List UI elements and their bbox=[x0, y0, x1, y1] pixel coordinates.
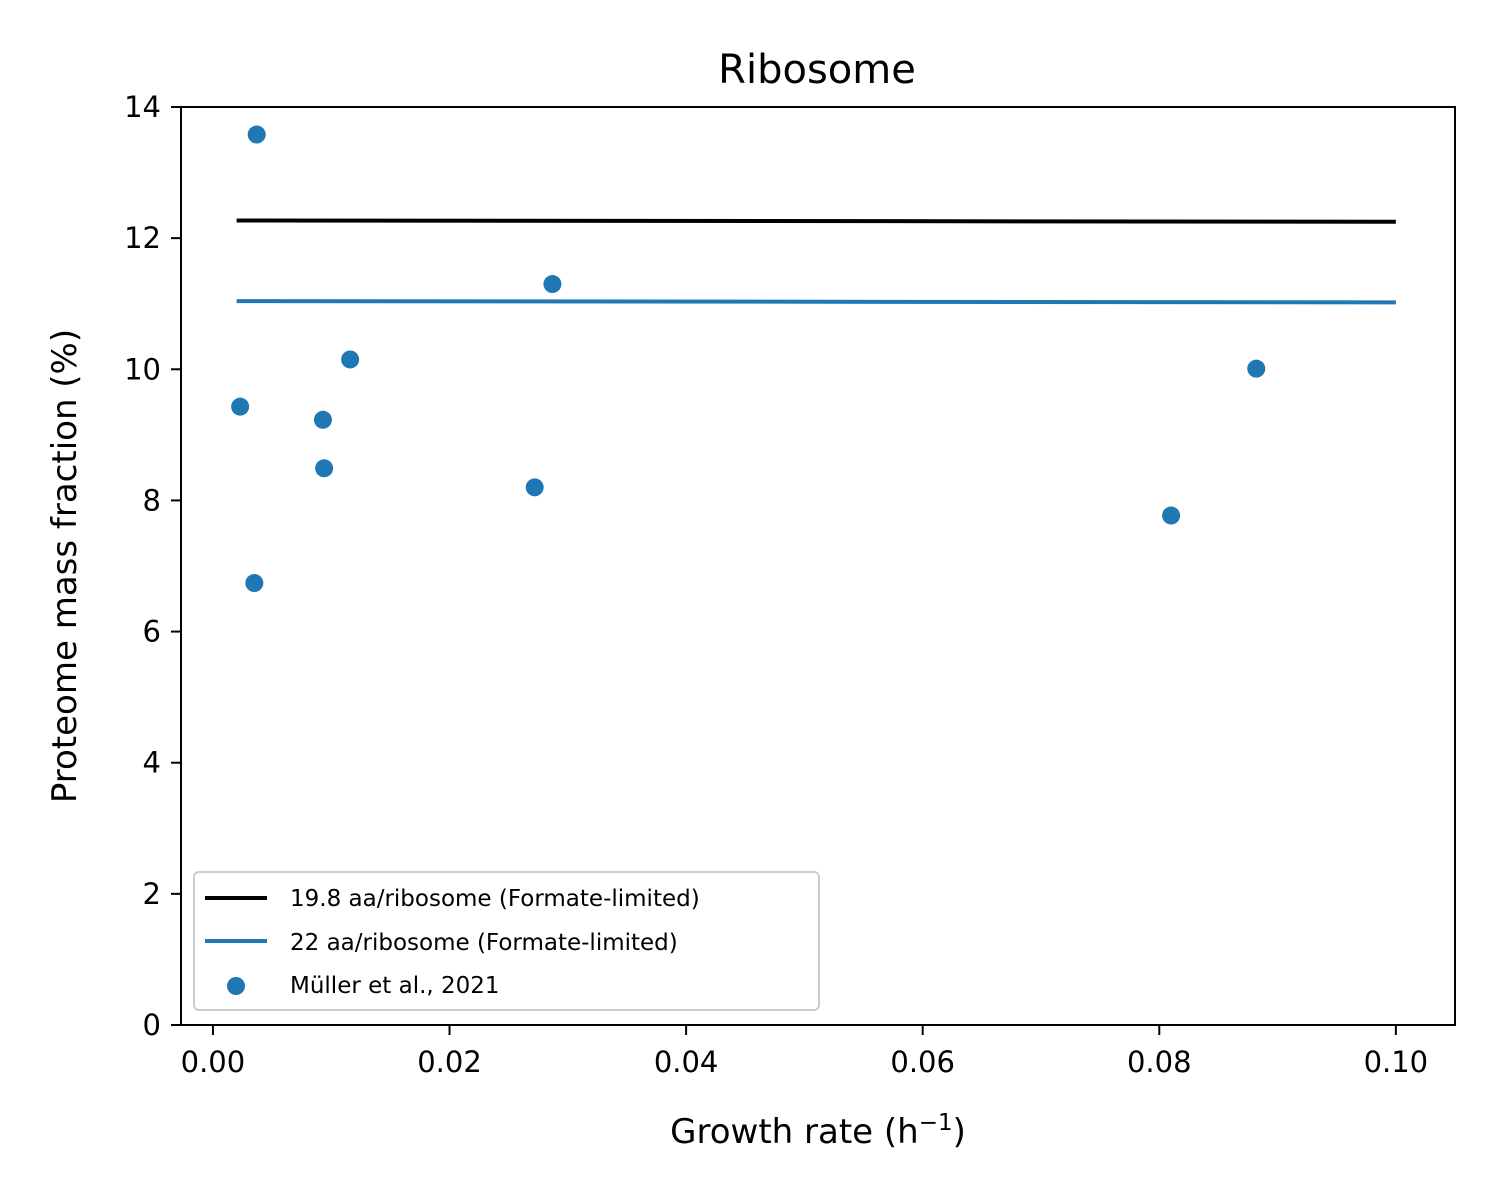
scatter-point-4 bbox=[315, 459, 334, 478]
scatter-point-5 bbox=[341, 350, 360, 369]
x-axis-title-base: Growth rate (h bbox=[670, 1112, 919, 1152]
y-tick-label: 12 bbox=[124, 221, 161, 255]
series-line-0 bbox=[236, 218, 1396, 224]
scatter-points bbox=[231, 125, 1266, 593]
scatter-point-1 bbox=[231, 397, 250, 416]
scatter-point-2 bbox=[245, 574, 264, 593]
x-tick-label: 0.04 bbox=[654, 1045, 719, 1079]
y-tick-label: 0 bbox=[143, 1008, 161, 1042]
plot-area bbox=[180, 106, 1456, 1026]
x-tick-label: 0.10 bbox=[1364, 1045, 1429, 1079]
chart-title: Ribosome bbox=[718, 47, 916, 93]
legend-marker-scatter bbox=[227, 977, 245, 995]
scatter-point-7 bbox=[543, 275, 562, 294]
x-tick-label: 0.06 bbox=[890, 1045, 955, 1079]
x-axis-title-end: ) bbox=[953, 1112, 966, 1152]
legend-box bbox=[193, 871, 820, 1011]
plot-frame bbox=[180, 106, 1456, 1026]
x-axis-title-superscript: −1 bbox=[919, 1110, 953, 1136]
scatter-point-0 bbox=[247, 125, 266, 144]
x-tick-label: 0.00 bbox=[181, 1045, 246, 1079]
x-axis-ticks: 0.00 0.02 0.04 0.06 0.08 0.10 bbox=[181, 1025, 1428, 1079]
y-tick-label: 10 bbox=[124, 352, 161, 386]
y-tick-label: 14 bbox=[124, 90, 161, 124]
y-tick-label: 2 bbox=[143, 877, 161, 911]
x-axis-title: Growth rate (h−1) bbox=[670, 1110, 966, 1152]
legend: 19.8 aa/ribosome (Formate-limited) 22 aa… bbox=[193, 871, 820, 1011]
x-tick-label: 0.02 bbox=[417, 1045, 482, 1079]
y-tick-label: 6 bbox=[143, 615, 161, 649]
series-layer bbox=[236, 218, 1396, 305]
x-tick-label: 0.08 bbox=[1127, 1045, 1192, 1079]
scatter-point-9 bbox=[1247, 359, 1266, 378]
legend-label-scatter: Müller et al., 2021 bbox=[290, 973, 500, 999]
legend-label-blue: 22 aa/ribosome (Formate-limited) bbox=[290, 930, 678, 956]
scatter-point-8 bbox=[1162, 506, 1181, 525]
legend-label-black: 19.8 aa/ribosome (Formate-limited) bbox=[290, 886, 700, 912]
scatter-point-6 bbox=[525, 478, 544, 497]
y-axis-title: Proteome mass fraction (%) bbox=[45, 329, 85, 803]
y-tick-label: 8 bbox=[143, 483, 161, 517]
y-axis-ticks: 0 2 4 6 8 10 12 14 bbox=[124, 90, 181, 1042]
scatter-point-3 bbox=[313, 410, 332, 429]
series-line-1 bbox=[236, 299, 1396, 305]
y-tick-label: 4 bbox=[143, 746, 161, 780]
